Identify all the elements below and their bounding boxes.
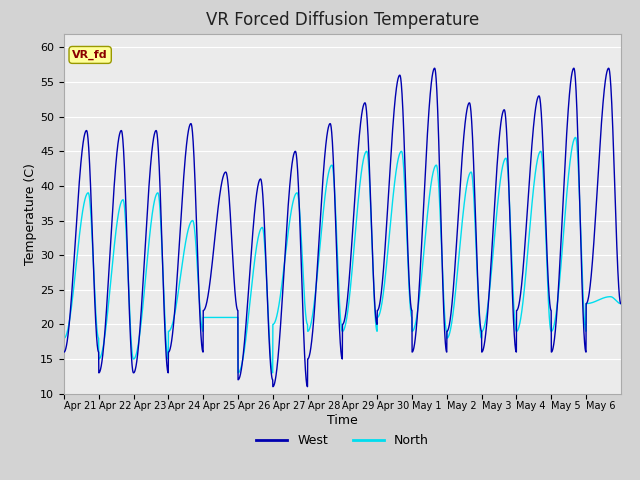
- Text: VR_fd: VR_fd: [72, 50, 108, 60]
- X-axis label: Time: Time: [327, 414, 358, 427]
- Title: VR Forced Diffusion Temperature: VR Forced Diffusion Temperature: [206, 11, 479, 29]
- Y-axis label: Temperature (C): Temperature (C): [24, 163, 37, 264]
- Legend: West, North: West, North: [251, 429, 434, 452]
